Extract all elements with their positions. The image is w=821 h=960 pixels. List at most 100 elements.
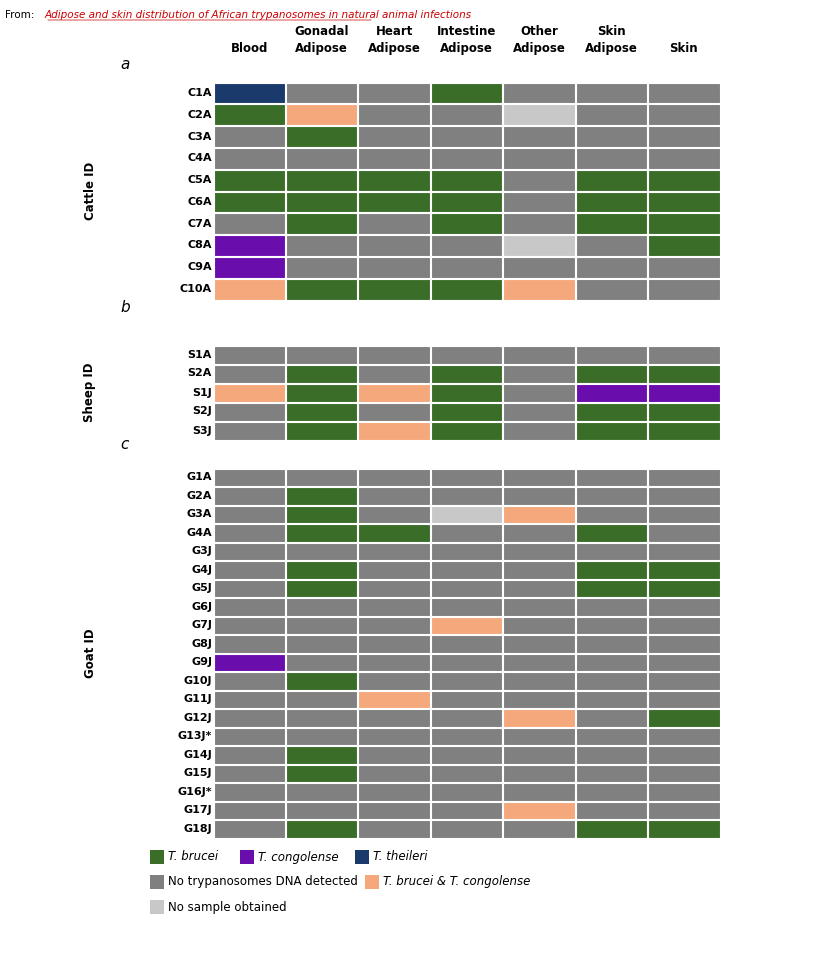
Bar xyxy=(286,421,357,440)
Bar xyxy=(286,257,357,277)
Text: C10A: C10A xyxy=(180,284,212,294)
Bar xyxy=(213,365,285,382)
Bar xyxy=(213,616,285,634)
Bar xyxy=(286,213,357,234)
Bar xyxy=(213,783,285,801)
Bar xyxy=(431,257,502,277)
Bar xyxy=(503,728,575,745)
Bar xyxy=(576,580,647,597)
Bar xyxy=(503,709,575,727)
Bar xyxy=(150,875,164,889)
Text: Heart: Heart xyxy=(375,25,413,38)
Bar xyxy=(213,598,285,615)
Bar xyxy=(576,561,647,579)
Bar xyxy=(286,820,357,837)
Bar xyxy=(503,126,575,147)
Bar xyxy=(286,402,357,420)
Bar xyxy=(431,580,502,597)
Bar xyxy=(648,235,719,256)
Bar xyxy=(503,148,575,169)
Text: C2A: C2A xyxy=(187,109,212,120)
Bar xyxy=(286,580,357,597)
Bar xyxy=(503,746,575,763)
Bar xyxy=(286,191,357,212)
Bar xyxy=(213,709,285,727)
Bar xyxy=(576,421,647,440)
Bar xyxy=(358,802,429,819)
Bar xyxy=(431,542,502,560)
Bar xyxy=(503,764,575,782)
Bar xyxy=(431,728,502,745)
Bar xyxy=(576,468,647,486)
Bar xyxy=(286,105,357,125)
Bar xyxy=(358,506,429,523)
Bar xyxy=(576,235,647,256)
Text: G6J: G6J xyxy=(191,602,212,612)
Bar xyxy=(431,746,502,763)
Bar xyxy=(213,148,285,169)
Bar xyxy=(648,257,719,277)
Text: G2A: G2A xyxy=(186,491,212,501)
Bar xyxy=(648,635,719,653)
Text: Cattle ID: Cattle ID xyxy=(84,162,97,220)
Bar xyxy=(358,257,429,277)
Bar xyxy=(431,672,502,689)
Bar xyxy=(365,875,379,889)
Bar xyxy=(213,235,285,256)
Text: No sample obtained: No sample obtained xyxy=(168,900,287,914)
Text: C4A: C4A xyxy=(187,154,212,163)
Bar xyxy=(286,635,357,653)
Bar xyxy=(431,421,502,440)
Text: b: b xyxy=(120,300,130,315)
Bar xyxy=(213,820,285,837)
Bar xyxy=(213,728,285,745)
Bar xyxy=(648,148,719,169)
Text: Goat ID: Goat ID xyxy=(84,628,97,678)
Bar xyxy=(358,170,429,190)
Bar xyxy=(213,383,285,401)
Bar xyxy=(286,524,357,541)
Text: C3A: C3A xyxy=(188,132,212,141)
Bar xyxy=(431,148,502,169)
Bar xyxy=(213,561,285,579)
Bar xyxy=(503,278,575,300)
Bar xyxy=(503,468,575,486)
Text: S3J: S3J xyxy=(192,425,212,436)
Bar xyxy=(358,690,429,708)
Text: T. theileri: T. theileri xyxy=(373,851,428,863)
Bar xyxy=(431,654,502,671)
Bar xyxy=(503,383,575,401)
Bar xyxy=(358,346,429,364)
Text: C5A: C5A xyxy=(188,175,212,185)
Bar xyxy=(503,598,575,615)
Bar xyxy=(576,191,647,212)
Text: C6A: C6A xyxy=(187,197,212,207)
Text: Intestine: Intestine xyxy=(437,25,496,38)
Bar xyxy=(503,690,575,708)
Bar xyxy=(358,487,429,505)
Text: C8A: C8A xyxy=(187,241,212,251)
Bar xyxy=(286,148,357,169)
Bar xyxy=(358,598,429,615)
Bar xyxy=(358,635,429,653)
Bar xyxy=(648,468,719,486)
Text: Adipose: Adipose xyxy=(585,42,638,55)
Bar xyxy=(576,598,647,615)
Bar xyxy=(576,365,647,382)
Bar xyxy=(648,616,719,634)
Text: G1A: G1A xyxy=(186,472,212,482)
Bar xyxy=(286,783,357,801)
Bar xyxy=(431,83,502,104)
Bar xyxy=(358,383,429,401)
Text: T. brucei: T. brucei xyxy=(168,851,218,863)
Bar xyxy=(213,654,285,671)
Bar xyxy=(503,487,575,505)
Bar xyxy=(431,524,502,541)
Bar xyxy=(576,542,647,560)
Bar xyxy=(576,672,647,689)
Bar xyxy=(648,728,719,745)
Bar xyxy=(576,402,647,420)
Bar xyxy=(576,709,647,727)
Bar xyxy=(648,83,719,104)
Text: G3A: G3A xyxy=(186,509,212,519)
